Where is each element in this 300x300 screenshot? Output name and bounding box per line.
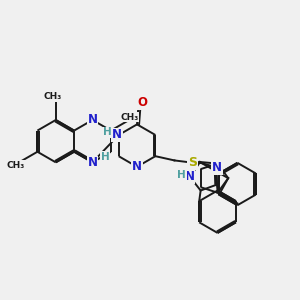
Text: N: N xyxy=(212,161,222,174)
Text: CH₃: CH₃ xyxy=(120,112,138,122)
Text: H: H xyxy=(177,169,186,179)
Text: CH₃: CH₃ xyxy=(7,161,25,170)
Text: N: N xyxy=(184,170,194,183)
Text: N: N xyxy=(88,157,98,169)
Text: S: S xyxy=(188,156,197,169)
Text: H: H xyxy=(103,127,112,137)
Text: N: N xyxy=(112,128,122,142)
Text: N: N xyxy=(132,160,142,173)
Text: N: N xyxy=(88,113,98,127)
Text: H: H xyxy=(100,152,109,162)
Text: O: O xyxy=(137,96,147,109)
Text: CH₃: CH₃ xyxy=(44,92,62,101)
